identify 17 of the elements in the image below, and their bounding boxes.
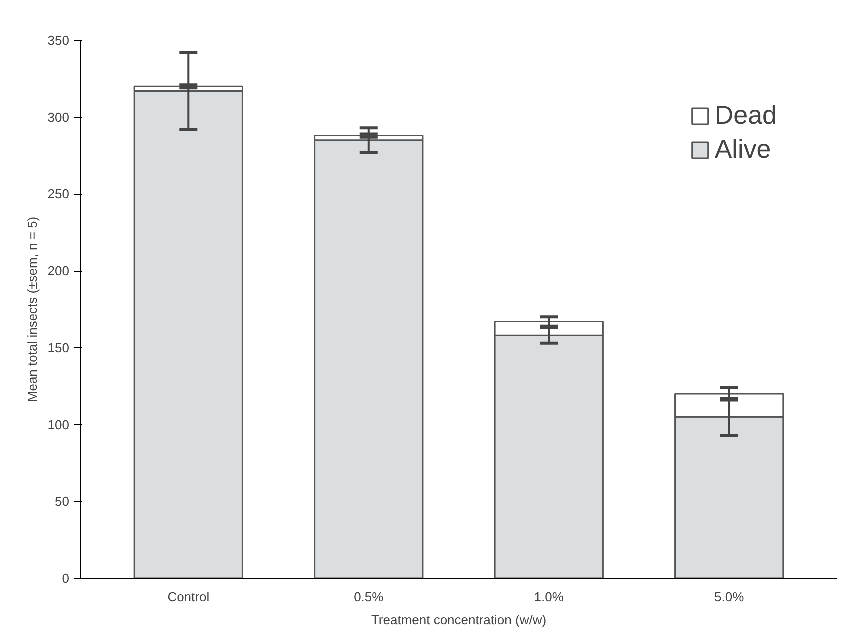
- y-tick-label: 100: [48, 417, 70, 432]
- x-tick-label: 5.0%: [714, 590, 745, 604]
- y-tick-label: 0: [62, 571, 70, 586]
- y-axis-title: Mean total insects (±sem, n = 5): [24, 216, 40, 402]
- x-axis-title: Treatment concentration (w/w): [371, 612, 547, 628]
- legend-label: Dead: [714, 100, 777, 131]
- legend-label: Alive: [714, 134, 772, 165]
- x-tick-label: Control: [168, 590, 210, 604]
- x-tick-label: 0.5%: [354, 590, 384, 604]
- y-tick-label: 350: [48, 33, 70, 48]
- y-tick-label: 150: [48, 340, 70, 356]
- y-tick-label: 200: [48, 264, 70, 279]
- y-tick-label: 300: [48, 110, 70, 125]
- bar: [134, 90, 244, 578]
- x-tick-label: 1.0%: [534, 590, 564, 604]
- y-tick-label: 250: [48, 186, 70, 202]
- y-tick-label: 50: [55, 494, 70, 510]
